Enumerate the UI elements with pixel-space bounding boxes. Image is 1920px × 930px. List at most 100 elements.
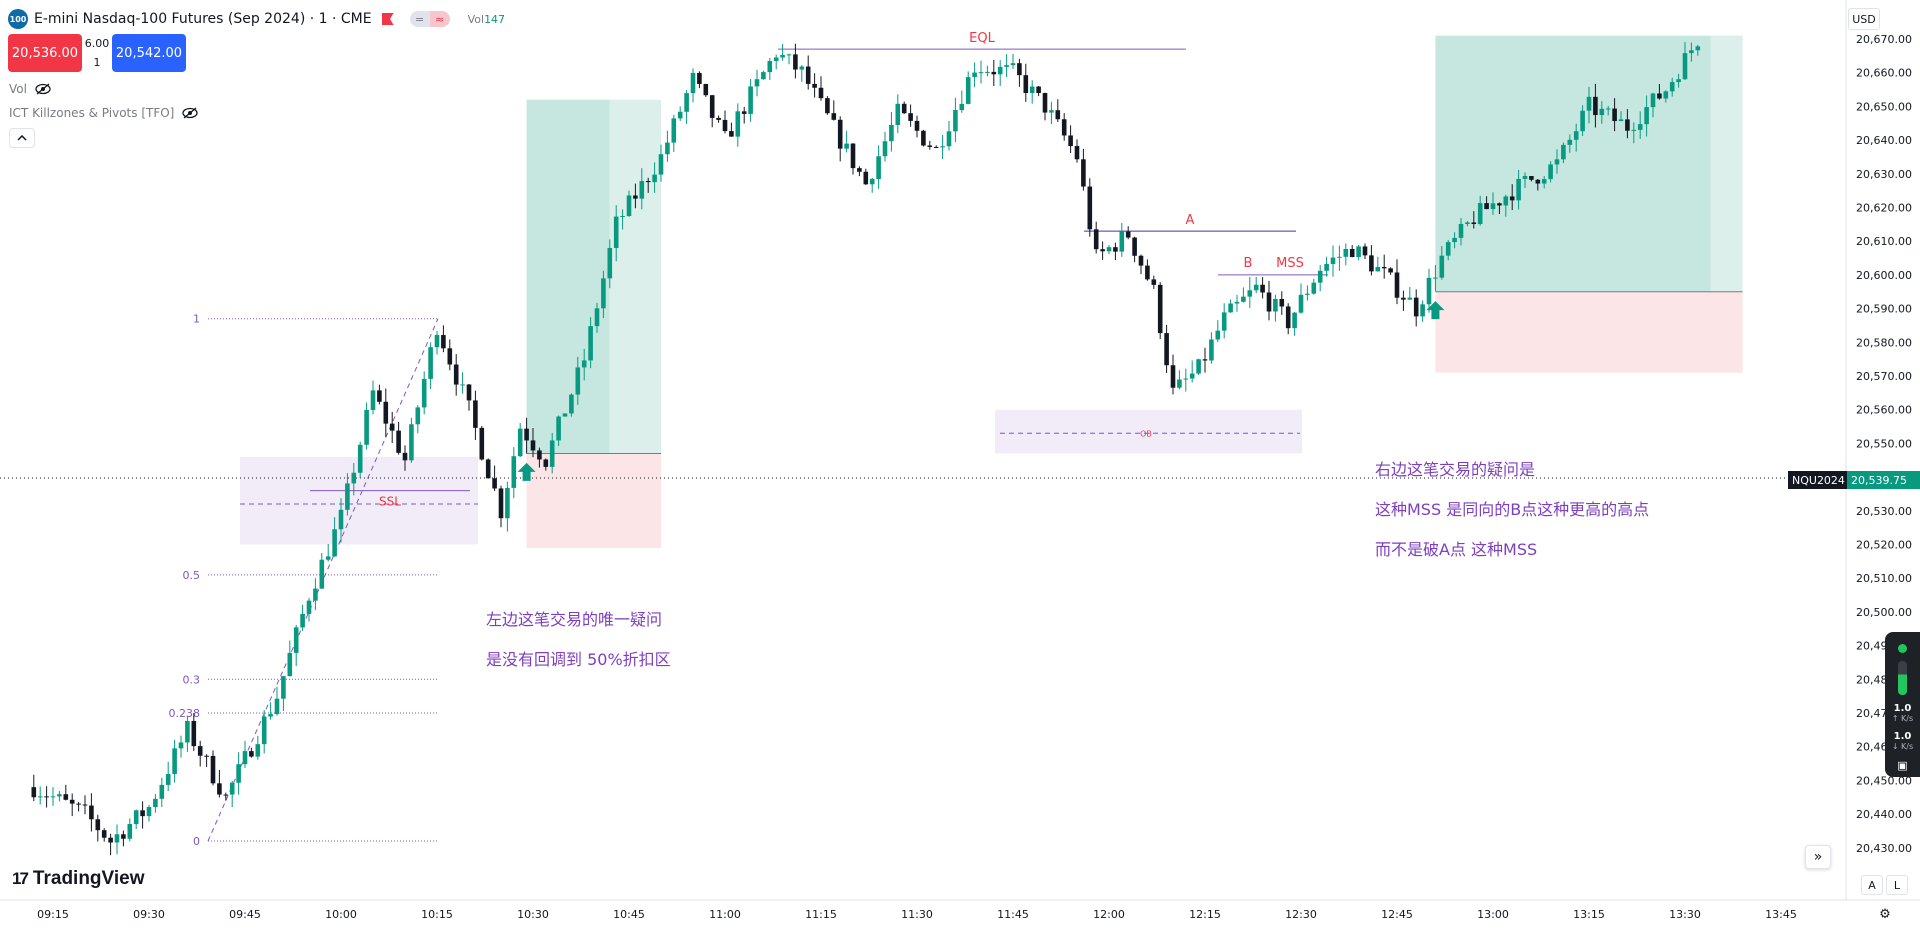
currency-selector[interactable]: USD [1848,8,1880,30]
candle-body [121,834,126,839]
candle-body [1023,75,1029,93]
ob-label: OB [1140,429,1152,438]
fib-level-label: 0.5 [183,569,201,582]
candle-body [1113,247,1118,252]
auto-scale-button[interactable]: A [1861,875,1883,895]
candle-body [146,807,152,817]
candle-body [754,79,760,87]
candle-body [319,559,325,589]
candle-body [927,145,933,147]
candle-body [1087,186,1093,230]
candle-body [1228,303,1233,313]
candle-body [191,720,197,747]
eye-off-icon[interactable] [182,107,199,119]
candle-body [479,427,485,460]
candle-body [313,588,318,601]
candle-body [575,367,581,395]
candle-body [581,360,587,368]
candle-body [76,803,81,805]
flag-icon[interactable] [381,13,394,25]
candle-body [1337,256,1342,258]
price-tick-label: 20,580.00 [1856,336,1912,349]
note-right-line3: 而不是破A点 这种MSS [1375,540,1538,559]
candle-body [1695,46,1701,51]
time-tick-label: 09:45 [229,908,261,921]
candle-body [1170,365,1176,388]
candle-body [1669,82,1675,92]
indicator-ict[interactable]: ICT Killzones & Pivots [TFO] [9,106,199,120]
upload-speed: 1.0 [1893,703,1912,714]
candle-body [1676,79,1681,83]
price-tick-label: 20,640.00 [1856,134,1912,147]
candle-body [537,450,542,460]
price-tick-label: 20,530.00 [1856,505,1912,518]
candle-body [767,60,773,73]
candle-body [396,430,401,453]
download-speed: 1.0 [1893,731,1912,742]
log-scale-button[interactable]: L [1886,875,1908,895]
candle-body [1503,196,1509,206]
price-tick-label: 20,620.00 [1856,202,1912,215]
candle-body [485,459,491,479]
candle-body [709,95,715,118]
pill-left[interactable]: = [409,11,430,27]
candle-body [159,784,165,799]
candle-body [805,66,811,84]
candle-body [1618,119,1624,122]
price-tick-label: 20,650.00 [1856,100,1912,113]
candle-body [1164,333,1169,366]
candle-body [57,794,62,797]
candle-body [741,111,747,114]
candle-body [1004,65,1009,67]
sell-button[interactable]: 20,536.00 [8,34,82,72]
candle-body [517,428,523,457]
candle-body [281,676,286,699]
candle-body [1061,119,1067,136]
candle-body [543,459,549,467]
camera-icon[interactable]: ▣ [1897,759,1908,772]
buy-button[interactable]: 20,542.00 [112,34,186,72]
candle-body [242,751,248,765]
candle-body [1471,222,1477,224]
vol-value: 147 [484,12,506,26]
candle-body [95,819,101,831]
eql-label: EQL [969,31,995,46]
candle-body [735,111,741,137]
pill-right[interactable]: ≈ [429,11,450,27]
candle-body [1401,297,1406,300]
price-tick-label: 20,630.00 [1856,168,1912,181]
candle-body [1074,146,1080,160]
chevron-up-icon [17,135,27,141]
ob-zone [995,409,1302,454]
settings-gear-icon[interactable]: ⚙ [1879,906,1891,922]
candle-body [108,837,113,843]
note-left: 左边这笔交易的唯一疑问 是没有回调到 50%折扣区 [486,600,671,680]
candle-body [229,782,235,795]
indicator-vol[interactable]: Vol [9,82,51,96]
candle-body [1356,246,1361,257]
candle-body [127,824,133,839]
candle-body [217,783,222,795]
candle-body [1644,107,1649,125]
compare-toggle[interactable]: = ≈ [409,11,450,27]
price-tick-label: 20,500.00 [1856,606,1912,619]
candle-body [1010,63,1016,66]
symbol-title[interactable]: E-mini Nasdaq-100 Futures (Sep 2024) · 1… [34,11,372,27]
scroll-to-realtime-button[interactable]: » [1805,845,1831,869]
candle-body [863,171,869,185]
candle-body [1369,255,1374,272]
status-dot-icon [1898,644,1907,653]
candle-body [1042,93,1048,113]
candle-body [441,335,446,349]
candle-body [434,335,440,348]
eye-off-icon[interactable] [35,83,51,95]
time-tick-label: 09:30 [133,908,165,921]
collapse-legend-button[interactable] [9,128,35,148]
candle-body [1375,266,1381,272]
mss-label: MSS [1276,256,1304,271]
tradingview-logo[interactable]: 17 TradingView [12,868,145,890]
candle-body [50,796,56,798]
candle-body [236,764,241,783]
candle-body [997,66,1003,75]
